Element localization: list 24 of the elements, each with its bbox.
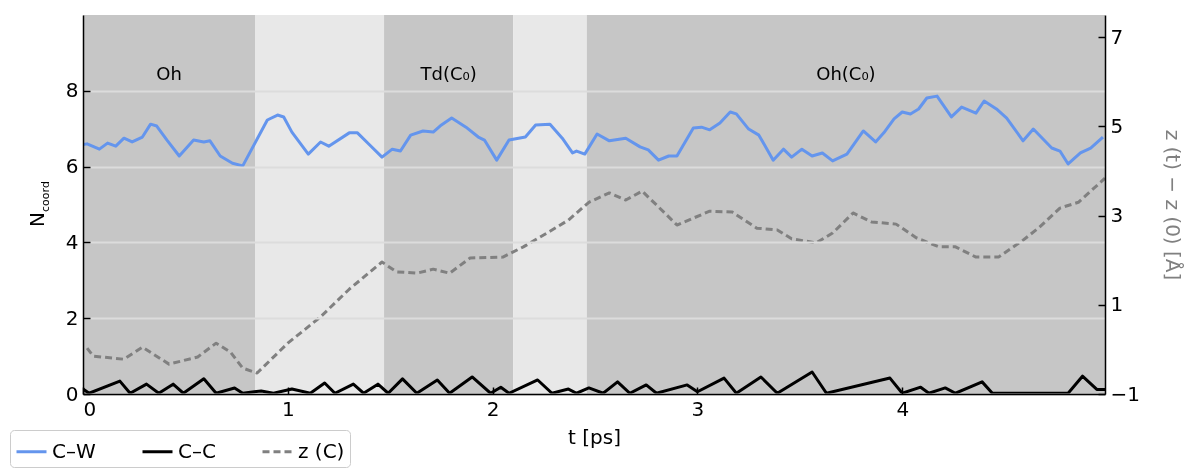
legend-label: z (C) [298,438,345,463]
line-series [83,94,1105,168]
x-tick-label: 4 [896,396,910,421]
x-tick-label: 0 [83,396,97,421]
x-tick-label: 1 [281,396,295,421]
y-tick-label: 8 [65,78,79,103]
legend-label: C–C [178,438,216,463]
line-series [85,176,1105,375]
band-label: Oh(C₀) [816,63,876,84]
y2-tick-label: 7 [1110,24,1124,49]
band-label: Oh [156,63,182,84]
x-axis-title: t [ps] [568,424,621,449]
y-tick-label: 6 [65,154,79,179]
legend-label: C–W [52,438,96,463]
y-tick-label: 2 [65,305,79,330]
y2-axis-title: z (t) − z (0) [Å] [1160,129,1185,281]
y2-tick-label: 5 [1110,113,1124,138]
y2-tick-label: 1 [1110,292,1124,317]
y2-tick-label: 3 [1110,203,1124,228]
band-label: Td(C₀) [419,63,477,84]
y2-tick-label: −1 [1110,381,1140,406]
x-tick-label: 2 [486,396,500,421]
x-tick-label: 3 [691,396,705,421]
y-tick-label: 4 [65,229,79,254]
